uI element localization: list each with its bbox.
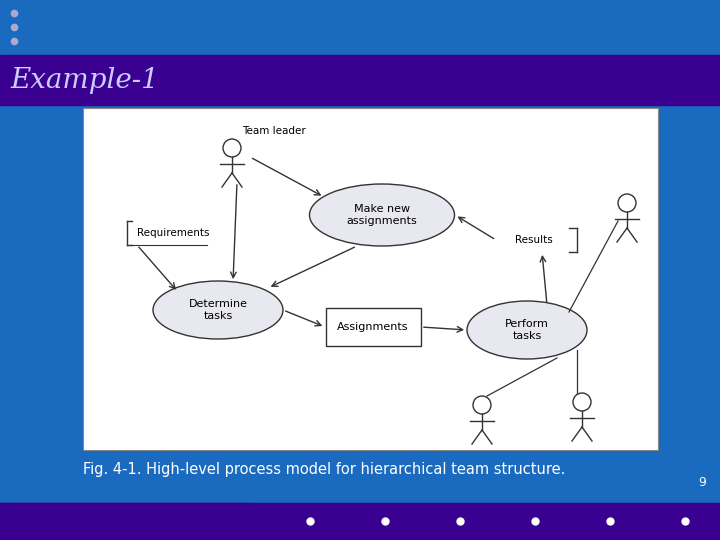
Bar: [0, 0, 720, 55]
Bar: [0, 503, 248, 540]
Text: Team leader: Team leader: [242, 126, 306, 136]
Text: Example-1: Example-1: [10, 66, 158, 93]
Ellipse shape: [310, 184, 454, 246]
Text: Perform
tasks: Perform tasks: [505, 319, 549, 341]
Bar: [83, 108, 658, 450]
Ellipse shape: [467, 301, 587, 359]
Ellipse shape: [153, 281, 283, 339]
Text: Assignments: Assignments: [337, 322, 409, 332]
Text: Determine
tasks: Determine tasks: [189, 299, 248, 321]
Bar: [0, 503, 720, 540]
Text: Fig. 4-1. High-level process model for hierarchical team structure.: Fig. 4-1. High-level process model for h…: [83, 462, 565, 477]
Text: Results: Results: [515, 235, 553, 245]
Text: Requirements: Requirements: [137, 228, 210, 238]
Text: Make new
assignments: Make new assignments: [346, 204, 418, 226]
Bar: [325, 308, 420, 346]
Text: 9: 9: [698, 476, 706, 489]
Bar: [0, 55, 720, 105]
